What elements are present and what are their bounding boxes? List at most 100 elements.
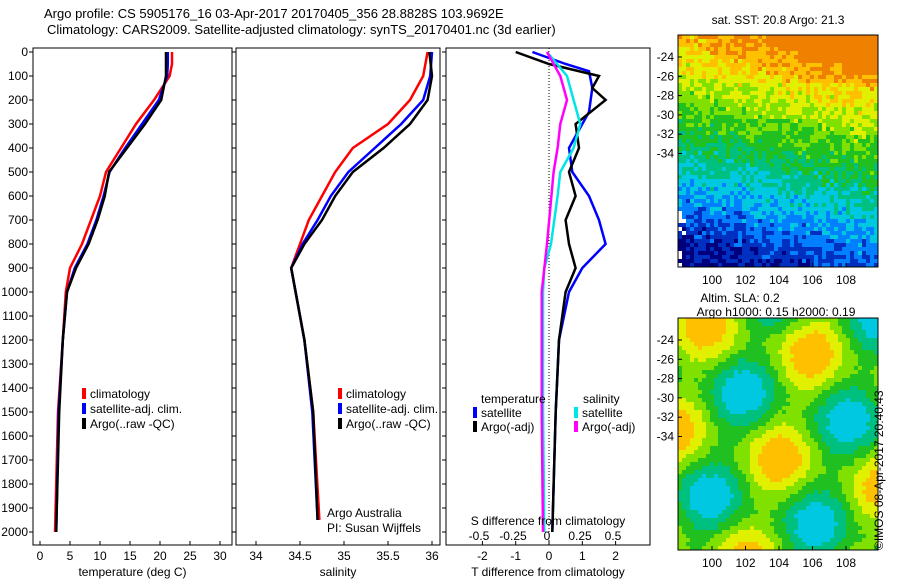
map-cell [830,183,835,188]
map-cell [798,422,803,427]
map-cell [726,51,731,56]
map-cell [818,358,823,363]
map-cell [710,366,715,371]
map-cell [798,318,803,323]
map-cell [762,454,767,459]
map-cell [702,51,707,56]
map-cell [834,215,839,220]
map-cell [866,354,871,359]
map-cell [738,167,743,172]
map-cell [798,159,803,164]
map-cell [842,147,847,152]
map-cell [794,410,799,415]
map-cell [842,107,847,112]
map-cell [714,43,719,48]
map-cell [802,434,807,439]
map-cell [686,99,691,104]
map-cell [722,99,727,104]
map-cell [718,119,723,124]
map-cell [770,410,775,415]
map-cell [874,119,879,124]
map-cell [726,91,731,96]
map-cell [702,334,707,339]
map-cell [726,374,731,379]
map-cell [710,430,715,435]
map-cell [826,354,831,359]
map-cell [778,163,783,168]
map-cell [706,386,711,391]
map-cell [786,346,791,351]
map-cell [842,322,847,327]
map-cell [790,450,795,455]
map-cell [786,442,791,447]
map-cell [778,406,783,411]
map-cell [686,255,691,260]
map-cell [838,322,843,327]
map-cell [726,259,731,264]
map-cell [806,43,811,48]
map-cell [794,450,799,455]
map-cell [738,263,743,268]
map-cell [834,259,839,264]
map-cell [722,123,727,128]
map-cell [850,143,855,148]
map-cell [698,251,703,256]
map-cell [718,107,723,112]
map-cell [710,390,715,395]
map-cell [762,203,767,208]
map-cell [738,215,743,220]
map-cell [850,231,855,236]
map-cell [802,382,807,387]
map-cell [686,155,691,160]
map-cell [798,167,803,172]
map-cell [790,386,795,391]
map-cell [706,59,711,64]
map-cell [786,438,791,443]
map-cell [842,454,847,459]
map-cell [858,183,863,188]
map-cell [722,450,727,455]
map-cell [770,187,775,192]
map-cell [846,95,851,100]
map-cell [710,338,715,343]
map-cell [798,374,803,379]
map-cell [702,87,707,92]
legend-label: climatology [346,387,406,401]
map-cell [734,338,739,343]
map-cell [818,55,823,60]
map-cell [850,67,855,72]
map-cell [686,462,691,467]
map-cell [870,358,875,363]
map-cell [806,55,811,60]
map-cell [698,330,703,335]
map-cell [802,386,807,391]
map-cell [722,223,727,228]
map-cell [802,219,807,224]
map-cell [686,191,691,196]
map-cell [810,147,815,152]
map-cell [830,111,835,116]
map-cell [814,334,819,339]
map-cell [846,79,851,84]
map-cell [818,187,823,192]
map-cell [802,322,807,327]
map-cell [774,318,779,323]
map-cell [758,434,763,439]
map-cell [746,434,751,439]
map-cell [734,394,739,399]
map-cell [678,255,683,260]
map-cell [850,370,855,375]
map-cell [738,51,743,56]
map-cell [742,215,747,220]
map-cell [726,155,731,160]
map-cell [718,390,723,395]
map-cell [762,191,767,196]
map-cell [798,338,803,343]
map-cell [818,123,823,128]
map-cell [778,51,783,56]
map-cell [794,175,799,180]
map-cell [678,438,683,443]
map-cell [714,159,719,164]
map-cell [778,330,783,335]
map-cell [854,366,859,371]
